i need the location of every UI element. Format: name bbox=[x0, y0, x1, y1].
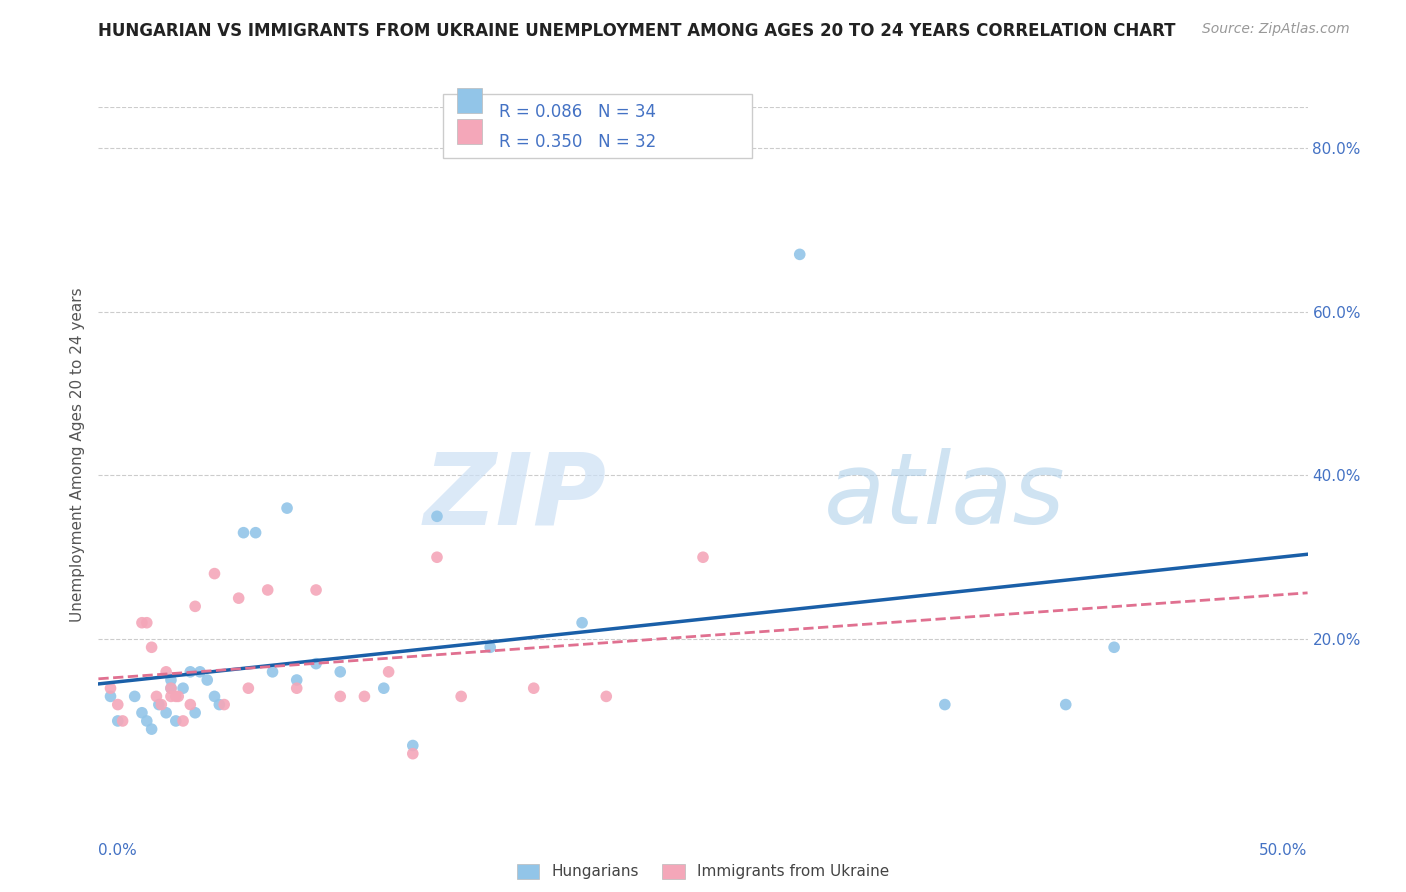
Point bbox=[402, 747, 425, 761]
Point bbox=[426, 509, 449, 524]
Point bbox=[165, 690, 187, 704]
Point bbox=[179, 665, 201, 679]
Point bbox=[160, 673, 183, 687]
Point bbox=[145, 690, 167, 704]
Point bbox=[305, 582, 328, 597]
Point bbox=[100, 681, 122, 696]
Point bbox=[167, 690, 190, 704]
Point bbox=[135, 615, 157, 630]
Point bbox=[204, 690, 226, 704]
Point bbox=[305, 657, 328, 671]
Point bbox=[184, 706, 207, 720]
Y-axis label: Unemployment Among Ages 20 to 24 years: Unemployment Among Ages 20 to 24 years bbox=[69, 287, 84, 623]
Point bbox=[155, 665, 177, 679]
Point bbox=[160, 690, 183, 704]
Point bbox=[184, 599, 207, 614]
Point bbox=[692, 550, 714, 565]
Text: ZIP: ZIP bbox=[423, 448, 606, 545]
Point bbox=[179, 698, 201, 712]
Point bbox=[208, 698, 231, 712]
Text: atlas: atlas bbox=[824, 448, 1066, 545]
Point bbox=[135, 714, 157, 728]
Point bbox=[204, 566, 226, 581]
Point bbox=[107, 698, 129, 712]
Point bbox=[100, 690, 122, 704]
Point bbox=[172, 714, 194, 728]
Point bbox=[155, 706, 177, 720]
Text: HUNGARIAN VS IMMIGRANTS FROM UKRAINE UNEMPLOYMENT AMONG AGES 20 TO 24 YEARS CORR: HUNGARIAN VS IMMIGRANTS FROM UKRAINE UNE… bbox=[98, 22, 1175, 40]
Point bbox=[285, 673, 308, 687]
Point bbox=[238, 681, 260, 696]
Point bbox=[160, 681, 183, 696]
Point bbox=[131, 706, 153, 720]
Point bbox=[262, 665, 284, 679]
Point bbox=[1102, 640, 1125, 655]
Point bbox=[107, 714, 129, 728]
Point bbox=[111, 714, 134, 728]
Point bbox=[165, 714, 187, 728]
Point bbox=[212, 698, 235, 712]
Point bbox=[131, 615, 153, 630]
Point bbox=[595, 690, 617, 704]
Point bbox=[124, 690, 146, 704]
Point bbox=[789, 247, 811, 261]
Point bbox=[160, 681, 183, 696]
Point bbox=[426, 550, 449, 565]
Point bbox=[329, 690, 352, 704]
Text: R = 0.086   N = 34: R = 0.086 N = 34 bbox=[499, 103, 657, 120]
Text: 50.0%: 50.0% bbox=[1260, 843, 1308, 858]
Point bbox=[373, 681, 395, 696]
Point bbox=[195, 673, 218, 687]
Point bbox=[245, 525, 267, 540]
Text: R = 0.350   N = 32: R = 0.350 N = 32 bbox=[499, 133, 657, 151]
Point bbox=[450, 690, 472, 704]
Text: 0.0%: 0.0% bbox=[98, 843, 138, 858]
Text: Source: ZipAtlas.com: Source: ZipAtlas.com bbox=[1202, 22, 1350, 37]
Point bbox=[172, 681, 194, 696]
Point bbox=[934, 698, 956, 712]
Point bbox=[329, 665, 352, 679]
Point bbox=[402, 739, 425, 753]
Point bbox=[148, 698, 170, 712]
Point bbox=[256, 582, 278, 597]
Point bbox=[353, 690, 375, 704]
Point bbox=[571, 615, 593, 630]
Point bbox=[276, 501, 298, 516]
Point bbox=[1054, 698, 1077, 712]
Point bbox=[228, 591, 250, 606]
Point bbox=[377, 665, 399, 679]
Point bbox=[479, 640, 502, 655]
Point bbox=[523, 681, 546, 696]
Point bbox=[141, 640, 163, 655]
Legend: Hungarians, Immigrants from Ukraine: Hungarians, Immigrants from Ukraine bbox=[510, 857, 896, 886]
Point bbox=[150, 698, 173, 712]
Point bbox=[232, 525, 254, 540]
Point bbox=[285, 681, 308, 696]
Point bbox=[188, 665, 211, 679]
Point bbox=[141, 722, 163, 736]
